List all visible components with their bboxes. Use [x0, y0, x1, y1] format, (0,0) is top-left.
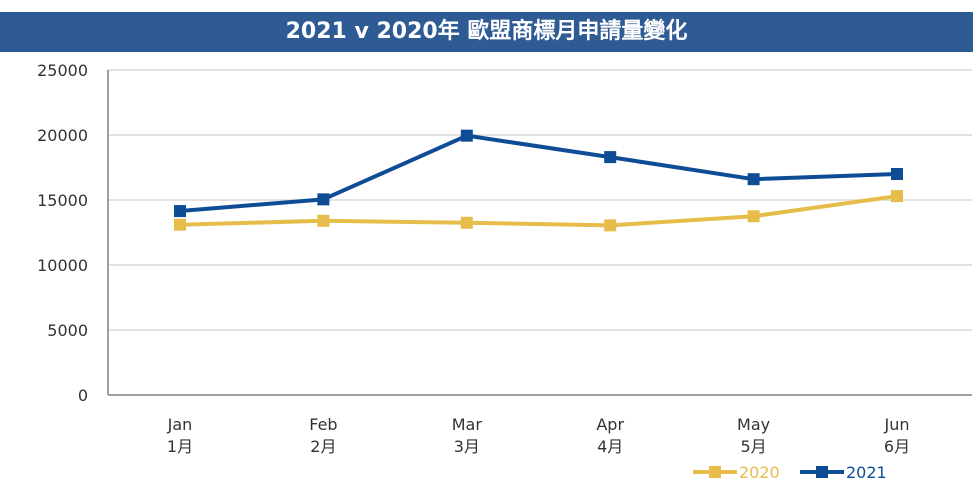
data-point-2021-jan [174, 205, 186, 217]
x-tick-label-apr: Apr [596, 415, 624, 434]
y-tick-label-20000: 20000 [37, 126, 88, 145]
legend-marker-2020 [709, 466, 721, 478]
data-point-2020-apr [604, 219, 616, 231]
legend-marker-2021 [816, 466, 828, 478]
x-tick-label-zh-3: 3月 [454, 437, 480, 456]
x-tick-label-zh-5: 5月 [741, 437, 767, 456]
data-point-2020-feb [317, 215, 329, 227]
x-tick-label-mar: Mar [452, 415, 483, 434]
data-point-2021-apr [604, 151, 616, 163]
y-tick-label-25000: 25000 [37, 61, 88, 80]
x-tick-label-zh-6: 6月 [884, 437, 910, 456]
x-tick-label-jun: Jun [884, 415, 910, 434]
y-tick-label-0: 0 [78, 386, 88, 405]
data-point-2021-jun [891, 168, 903, 180]
x-tick-label-may: May [737, 415, 770, 434]
y-tick-label-10000: 10000 [37, 256, 88, 275]
y-tick-label-5000: 5000 [47, 321, 88, 340]
x-tick-label-jan: Jan [167, 415, 193, 434]
x-tick-label-zh-4: 4月 [597, 437, 623, 456]
data-point-2020-mar [461, 217, 473, 229]
x-tick-label-feb: Feb [309, 415, 337, 434]
x-tick-label-zh-2: 2月 [310, 437, 336, 456]
data-point-2021-feb [317, 193, 329, 205]
legend-label-2020: 2020 [739, 463, 780, 482]
data-point-2021-mar [461, 130, 473, 142]
data-point-2020-may [748, 210, 760, 222]
data-point-2021-may [748, 173, 760, 185]
legend-label-2021: 2021 [846, 463, 887, 482]
x-tick-label-zh-1: 1月 [167, 437, 193, 456]
data-point-2020-jan [174, 219, 186, 231]
y-tick-label-15000: 15000 [37, 191, 88, 210]
data-point-2020-jun [891, 190, 903, 202]
